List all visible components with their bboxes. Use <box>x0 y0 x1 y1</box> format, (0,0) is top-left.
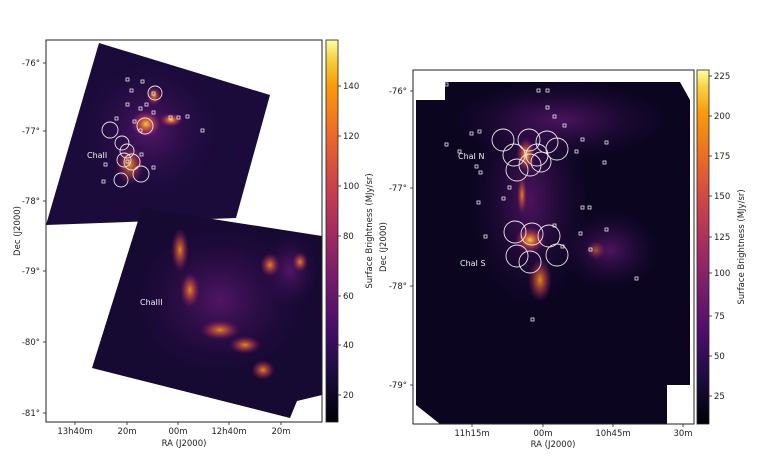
label-chaI-N: ChaI N <box>458 152 484 161</box>
left-cbar-tick-3: 80 <box>343 232 354 242</box>
right-cbar-tick-5: 150 <box>714 192 730 202</box>
right-cbar-tick-3: 100 <box>714 269 730 279</box>
right-cbar-tick-8: 225 <box>714 72 730 82</box>
left-xlabel: RA (J2000) <box>162 439 207 449</box>
left-xtick-3: 12h40m <box>211 427 246 437</box>
right-xticks <box>471 424 684 427</box>
left-xticks <box>74 422 282 425</box>
left-cbar-tick-1: 40 <box>343 341 354 351</box>
right-cbar-tick-0: 25 <box>714 392 725 402</box>
right-xtick-0: 11h15m <box>454 429 489 439</box>
yso-markers-right <box>444 82 639 322</box>
right-axes-frame <box>412 69 695 425</box>
left-cbar-tick-2: 60 <box>343 292 354 302</box>
cluster-circles-right <box>491 128 569 274</box>
left-ytick-3: -79° <box>22 267 40 277</box>
label-chaIII: ChaIII <box>140 298 163 307</box>
right-xtick-3: 30m <box>673 429 692 439</box>
label-chaII: ChaII <box>87 151 107 160</box>
label-chaI-S: ChaI S <box>460 259 486 268</box>
left-xtick-4: 20m <box>271 427 290 437</box>
left-xtick-0: 13h40m <box>57 427 92 437</box>
right-cbar-tick-7: 200 <box>714 112 730 122</box>
left-ytick-2: -78° <box>22 197 40 207</box>
right-cbar-label: Surface Brightness (MJy/sr) <box>737 189 747 304</box>
right-colorbar <box>696 69 710 425</box>
right-ytick-2: -78° <box>389 282 407 292</box>
right-xtick-2: 10h45m <box>595 429 630 439</box>
cluster-circles-left <box>101 85 163 188</box>
right-cbar-tick-4: 125 <box>714 233 730 243</box>
left-ytick-0: -76° <box>22 59 40 69</box>
left-colorbar <box>325 39 339 423</box>
left-cbar-ticks <box>338 85 341 396</box>
right-xlabel: RA (J2000) <box>531 440 576 450</box>
left-cbar-tick-6: 140 <box>343 82 359 92</box>
left-ytick-4: -80° <box>22 338 40 348</box>
left-cbar-tick-0: 20 <box>343 391 354 401</box>
right-cbar-ticks <box>709 75 712 397</box>
left-xtick-2: 00m <box>168 427 187 437</box>
right-ytick-0: -76° <box>389 87 407 97</box>
right-cbar-tick-6: 175 <box>714 152 730 162</box>
left-cbar-tick-4: 100 <box>343 182 359 192</box>
right-cbar-tick-1: 50 <box>714 352 725 362</box>
left-axes-frame <box>45 39 323 423</box>
left-map: ChaII ChaIII <box>46 43 322 418</box>
left-ytick-5: -81° <box>22 409 40 419</box>
yso-markers-left <box>101 77 205 184</box>
right-map: ChaI N ChaI S <box>416 80 690 424</box>
right-cbar-tick-2: 75 <box>714 312 725 322</box>
right-yticks <box>410 90 413 386</box>
right-xtick-1: 00m <box>533 429 552 439</box>
left-ylabel: Dec (J2000) <box>13 206 23 256</box>
left-ytick-1: -77° <box>22 127 40 137</box>
left-cbar-tick-5: 120 <box>343 132 359 142</box>
left-yticks <box>43 62 46 414</box>
left-cbar-label: Surface Brightness (MJy/sr) <box>365 173 375 288</box>
right-ylabel: Dec (J2000) <box>379 222 389 272</box>
right-ytick-1: -77° <box>389 184 407 194</box>
left-xtick-1: 20m <box>117 427 136 437</box>
right-ytick-3: -79° <box>389 381 407 391</box>
